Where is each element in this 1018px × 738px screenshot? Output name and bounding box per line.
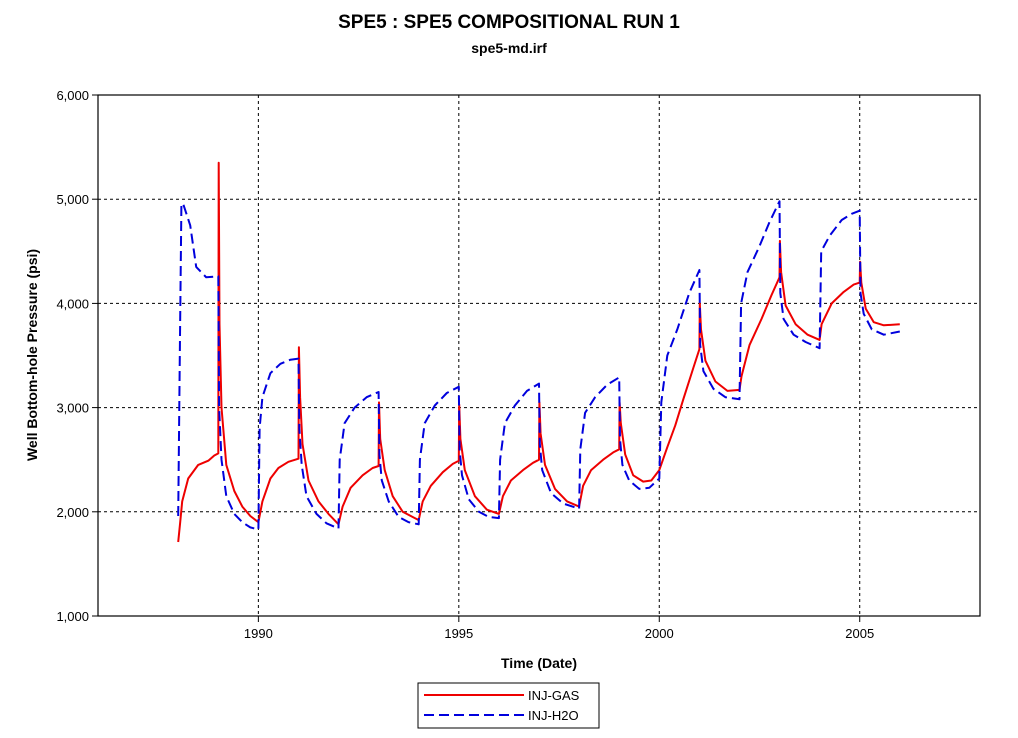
y-axis: 1,000 2,000 3,000 4,000 5,000 6,000 [56, 88, 98, 624]
x-tick-label: 1990 [244, 626, 273, 641]
x-axis: 1990 1995 2000 2005 [244, 616, 874, 641]
series-layer [177, 161, 900, 543]
chart-subtitle: spe5-md.irf [471, 40, 547, 56]
grid [98, 95, 980, 616]
y-tick-label: 2,000 [56, 505, 89, 520]
series-line-inj-gas [177, 161, 900, 543]
plot-frame [97, 94, 981, 617]
legend: INJ-GAS INJ-H2O [417, 682, 600, 729]
x-tick-label: 1995 [444, 626, 473, 641]
plot-area [98, 95, 980, 616]
legend-box [417, 682, 600, 729]
chart-title: SPE5 : SPE5 COMPOSITIONAL RUN 1 [338, 12, 680, 33]
x-tick-label: 2005 [845, 626, 874, 641]
legend-label-inj-gas: INJ-GAS [528, 688, 580, 703]
series-line-inj-h2o [177, 200, 900, 531]
y-axis-label: Well Bottom-hole Pressure (psi) [24, 249, 40, 461]
x-tick-label: 2000 [645, 626, 674, 641]
y-tick-label: 4,000 [56, 296, 89, 311]
y-tick-label: 6,000 [56, 88, 89, 103]
x-axis-label: Time (Date) [501, 655, 577, 671]
y-tick-label: 5,000 [56, 192, 89, 207]
legend-label-inj-h2o: INJ-H2O [528, 708, 579, 723]
y-tick-label: 1,000 [56, 609, 89, 624]
y-tick-label: 3,000 [56, 401, 89, 416]
